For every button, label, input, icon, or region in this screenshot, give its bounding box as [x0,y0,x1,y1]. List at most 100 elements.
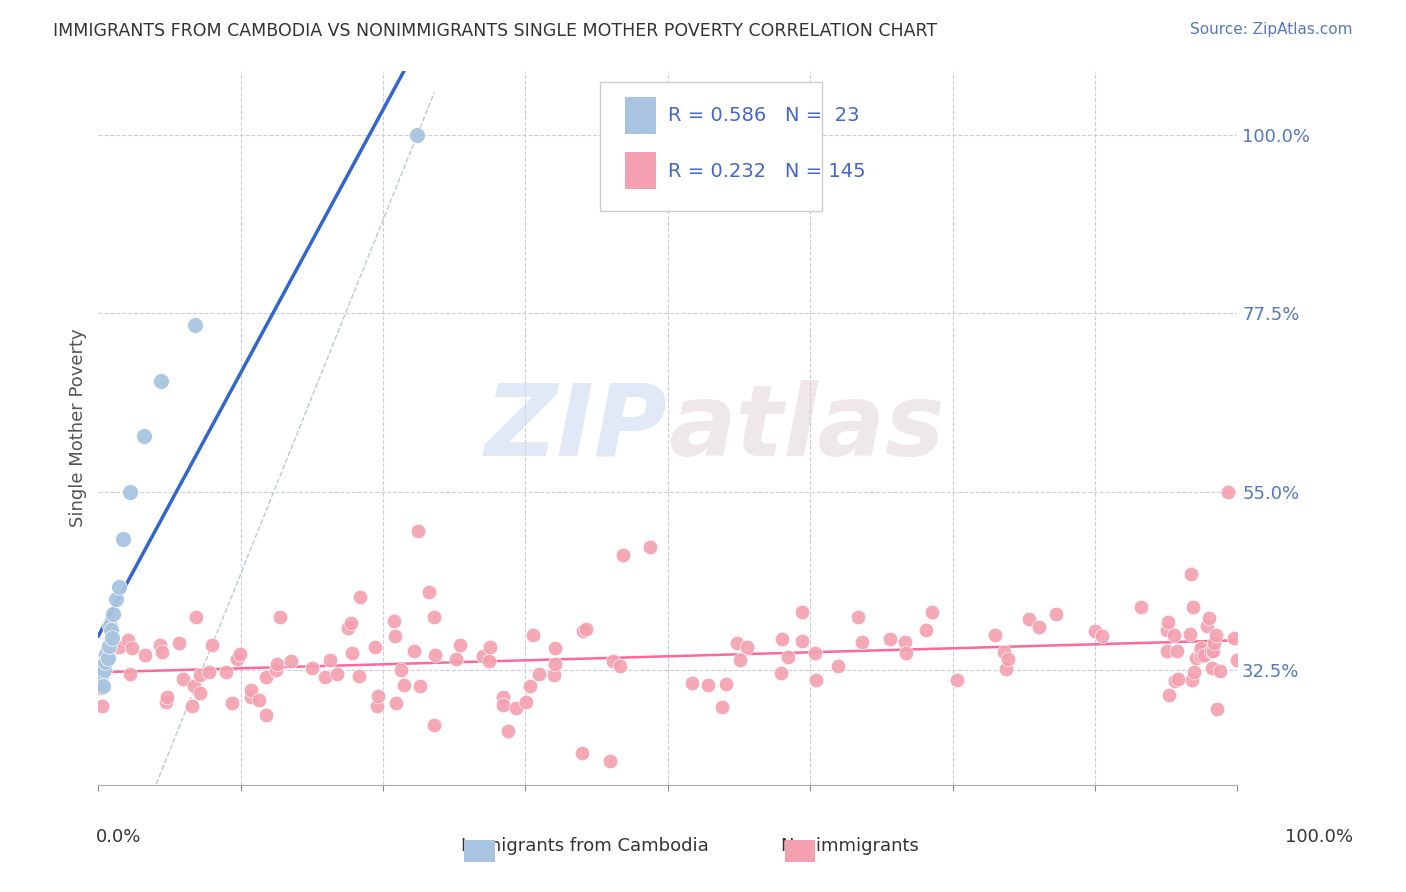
Point [167,635,190,649]
Point [638,540,661,554]
Point [1156,623,1178,637]
Point [1223,631,1246,645]
Point [602,654,624,668]
Point [1166,644,1188,658]
Point [184,318,207,332]
Point [472,648,495,663]
FancyBboxPatch shape [624,152,657,189]
Point [1084,624,1107,638]
Point [1188,643,1211,657]
Point [449,638,471,652]
Point [408,679,430,693]
Point [120,484,142,499]
Point [225,651,247,665]
Point [107,640,129,654]
Point [190,668,212,682]
Point [108,580,131,594]
Point [1199,644,1222,658]
Point [599,754,621,768]
Point [229,647,252,661]
Point [519,679,541,693]
Point [406,524,429,539]
Point [492,690,515,704]
Point [1091,629,1114,643]
Point [89,674,111,689]
Point [1045,607,1067,621]
Point [90,676,112,690]
Point [340,646,363,660]
Point [735,640,758,655]
Point [543,668,565,682]
Point [118,667,141,681]
Text: 0.0%: 0.0% [96,828,141,846]
Point [367,690,389,704]
Point [363,640,385,654]
Point [681,676,703,690]
Point [1018,612,1040,626]
Point [479,640,502,655]
Text: R = 0.586   N =  23: R = 0.586 N = 23 [668,106,859,125]
Point [382,614,405,628]
Y-axis label: Single Mother Poverty: Single Mother Poverty [69,329,87,527]
Point [319,652,342,666]
FancyBboxPatch shape [624,97,657,134]
Point [1198,611,1220,625]
Point [1182,665,1205,680]
Point [96,651,118,665]
Point [997,652,1019,666]
Point [349,669,371,683]
Point [544,657,567,672]
Point [264,663,287,677]
Point [198,665,221,680]
Point [612,548,634,562]
Point [221,696,243,710]
FancyBboxPatch shape [599,82,821,211]
Text: IMMIGRANTS FROM CAMBODIA VS NONIMMIGRANTS SINGLE MOTHER POVERTY CORRELATION CHAR: IMMIGRANTS FROM CAMBODIA VS NONIMMIGRANT… [53,22,938,40]
Point [1185,650,1208,665]
Point [181,699,204,714]
Point [423,718,446,732]
Point [575,623,598,637]
Point [1181,599,1204,614]
Point [776,649,799,664]
Point [1157,688,1180,702]
Point [184,609,207,624]
Text: ZIP: ZIP [485,380,668,476]
Point [132,429,155,443]
Point [804,646,827,660]
Point [945,673,967,687]
Point [326,666,349,681]
Point [336,621,359,635]
Point [1202,636,1225,650]
Point [527,667,550,681]
Point [93,663,115,677]
Point [152,645,174,659]
Point [101,632,124,646]
Point [104,591,127,606]
Point [1208,664,1230,678]
Point [1205,628,1227,642]
Point [254,708,277,723]
Point [112,532,135,546]
Point [522,628,544,642]
Point [392,678,415,692]
Point [1180,566,1202,581]
Point [156,690,179,704]
Point [94,655,117,669]
Point [117,633,139,648]
Point [711,700,734,714]
Point [155,695,177,709]
Point [404,644,426,658]
Point [716,677,738,691]
Point [98,619,121,633]
Point [915,624,938,638]
Point [172,672,194,686]
Point [1180,626,1202,640]
Point [149,639,172,653]
Point [1202,644,1225,658]
Point [1205,701,1227,715]
Point [505,700,527,714]
Point [769,665,792,680]
Point [90,667,112,681]
Point [921,605,943,619]
